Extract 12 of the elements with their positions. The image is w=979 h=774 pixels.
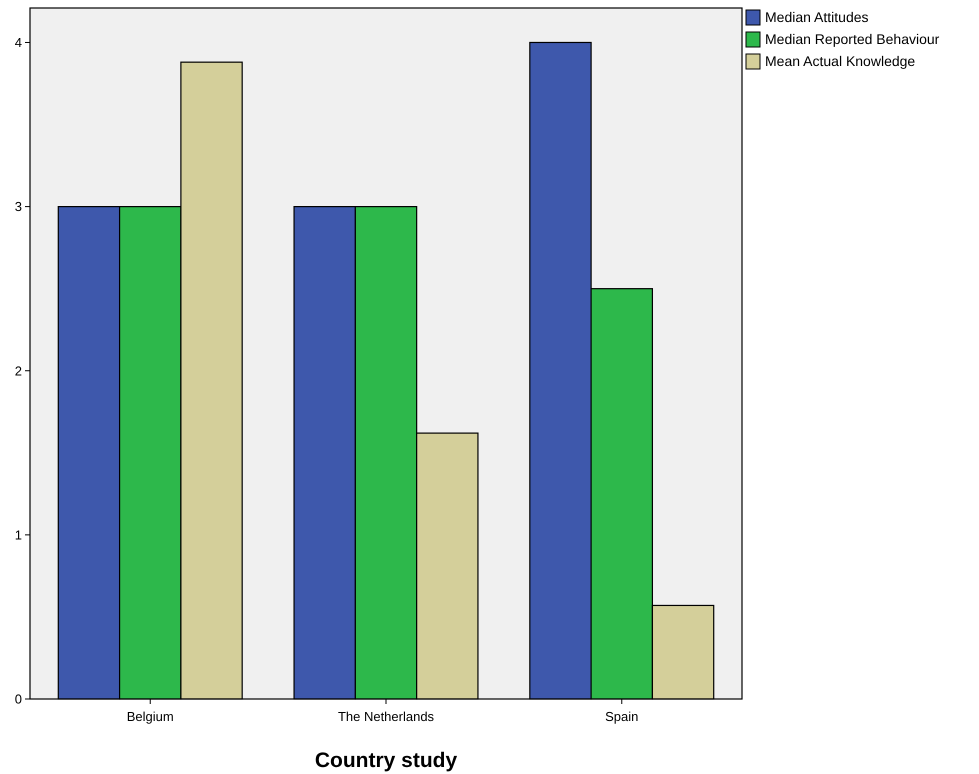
y-tick-label: 4 <box>14 35 22 50</box>
x-tick-label: The Netherlands <box>338 709 435 724</box>
legend-label: Median Attitudes <box>765 9 869 25</box>
y-tick-label: 0 <box>14 692 22 707</box>
legend-label: Median Reported Behaviour <box>765 31 940 47</box>
y-tick-label: 3 <box>14 199 22 214</box>
x-tick-label: Belgium <box>126 709 174 724</box>
y-tick-label: 2 <box>14 363 22 378</box>
y-tick-label: 1 <box>14 527 22 542</box>
legend-label: Mean Actual Knowledge <box>765 53 916 69</box>
x-tick-label: Spain <box>605 709 638 724</box>
x-axis-title: Country study <box>314 749 458 772</box>
